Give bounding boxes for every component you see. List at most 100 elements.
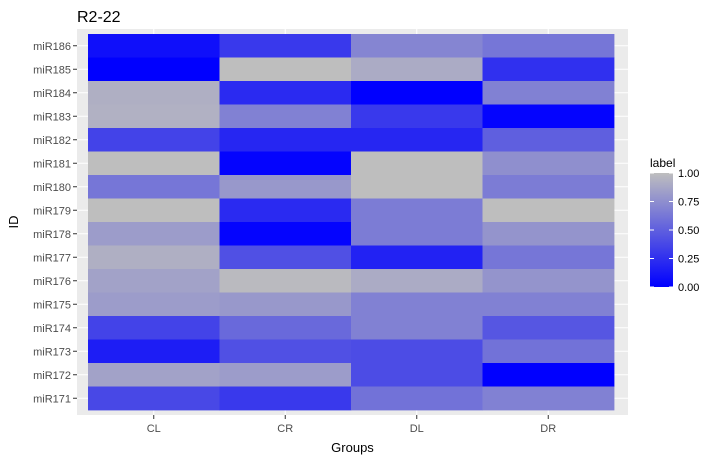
heatmap-cell	[88, 222, 220, 246]
heatmap-cell	[351, 269, 483, 293]
y-tick-label: miR172	[33, 370, 71, 382]
legend-colorbar	[650, 173, 673, 287]
heatmap-cell	[219, 175, 352, 199]
heatmap-cell	[219, 198, 352, 223]
heatmap-cell	[351, 57, 483, 82]
y-tick-label: miR183	[33, 111, 71, 123]
heatmap-cell	[351, 316, 483, 340]
heatmap-cell	[88, 363, 220, 387]
heatmap-cell	[219, 339, 352, 364]
heatmap-cell	[88, 57, 220, 82]
legend-title: label	[650, 156, 675, 170]
heatmap-cell	[482, 269, 615, 293]
legend-tick-label: 1.00	[678, 168, 699, 180]
x-tick-label: CL	[147, 423, 161, 435]
heatmap-cell	[482, 57, 615, 82]
heatmap-cell	[351, 363, 483, 387]
heatmap-cell	[351, 292, 483, 317]
legend: label 0.00 0.25 0.50 0.75 1.00	[650, 156, 699, 294]
heatmap-cell	[219, 222, 352, 246]
y-tick-label: miR179	[33, 205, 71, 217]
heatmap-cell	[219, 316, 352, 340]
heatmap-cell	[219, 245, 352, 270]
y-tick-label: miR171	[33, 393, 71, 405]
chart-title: R2-22	[77, 9, 121, 26]
x-tick-label: DL	[410, 423, 424, 435]
heatmap-cell	[351, 104, 483, 129]
heatmap-cell	[482, 151, 615, 176]
legend-ticks: 0.00 0.25 0.50 0.75 1.00	[650, 168, 699, 294]
x-tick-label: DR	[540, 423, 556, 435]
legend-tick-label: 0.50	[678, 225, 699, 237]
heatmap-cell	[219, 386, 352, 411]
heatmap-cell	[482, 363, 615, 387]
y-tick-label: miR176	[33, 276, 71, 288]
heatmap-cell	[482, 175, 615, 199]
heatmap-cell	[482, 339, 615, 364]
heatmap-cell	[482, 386, 615, 411]
heatmap-cell	[219, 104, 352, 129]
y-tick-label: miR186	[33, 41, 71, 53]
heatmap-cell	[351, 128, 483, 152]
y-tick-label: miR180	[33, 182, 71, 194]
heatmap-cell	[482, 222, 615, 246]
heatmap-cell	[88, 316, 220, 340]
heatmap-cell	[88, 269, 220, 293]
heatmap-cell	[88, 245, 220, 270]
y-axis-ticks: miR186 miR185 miR184 miR183 miR182 miR181 miR1…	[33, 41, 77, 405]
heatmap-cell	[482, 81, 615, 105]
heatmap-cell	[219, 363, 352, 387]
heatmap-cell	[482, 245, 615, 270]
heatmap-cell	[219, 34, 352, 58]
heatmap-cell	[482, 292, 615, 317]
y-tick-label: miR178	[33, 229, 71, 241]
heatmap-cell	[88, 151, 220, 176]
heatmap-cell	[351, 386, 483, 411]
heatmap-cell	[351, 245, 483, 270]
x-axis-title: Groups	[331, 440, 374, 455]
heatmap-cell	[351, 81, 483, 105]
heatmap-cells	[88, 34, 615, 411]
y-tick-label: miR175	[33, 299, 71, 311]
y-tick-label: miR181	[33, 158, 71, 170]
heatmap-cell	[88, 34, 220, 58]
heatmap-cell	[482, 316, 615, 340]
y-tick-label: miR173	[33, 346, 71, 358]
heatmap-cell	[482, 198, 615, 223]
heatmap-cell	[88, 386, 220, 411]
heatmap-cell	[351, 222, 483, 246]
heatmap-cell	[482, 34, 615, 58]
heatmap-cell	[88, 339, 220, 364]
heatmap-cell	[351, 151, 483, 176]
heatmap-cell	[219, 128, 352, 152]
heatmap-cell	[219, 151, 352, 176]
heatmap-cell	[482, 128, 615, 152]
y-tick-label: miR184	[33, 88, 71, 100]
heatmap-cell	[219, 81, 352, 105]
y-tick-label: miR174	[33, 323, 71, 335]
y-axis-title: ID	[6, 216, 21, 229]
heatmap-cell	[88, 128, 220, 152]
heatmap-cell	[351, 198, 483, 223]
heatmap-cell	[88, 104, 220, 129]
y-tick-label: miR177	[33, 252, 71, 264]
x-tick-label: CR	[277, 423, 293, 435]
heatmap-cell	[351, 175, 483, 199]
heatmap-cell	[219, 292, 352, 317]
heatmap-cell	[88, 198, 220, 223]
y-tick-label: miR182	[33, 135, 71, 147]
heatmap-cell	[351, 34, 483, 58]
heatmap-cell	[351, 339, 483, 364]
x-axis-ticks: CL CR DL DR	[147, 415, 556, 435]
heatmap-cell	[219, 269, 352, 293]
legend-tick-label: 0.25	[678, 254, 699, 266]
heatmap-cell	[88, 175, 220, 199]
legend-tick-label: 0.00	[678, 282, 699, 294]
heatmap-cell	[482, 104, 615, 129]
heatmap-cell	[219, 57, 352, 82]
heatmap-cell	[88, 292, 220, 317]
heatmap-cell	[88, 81, 220, 105]
y-tick-label: miR185	[33, 64, 71, 76]
legend-tick-label: 0.75	[678, 197, 699, 209]
